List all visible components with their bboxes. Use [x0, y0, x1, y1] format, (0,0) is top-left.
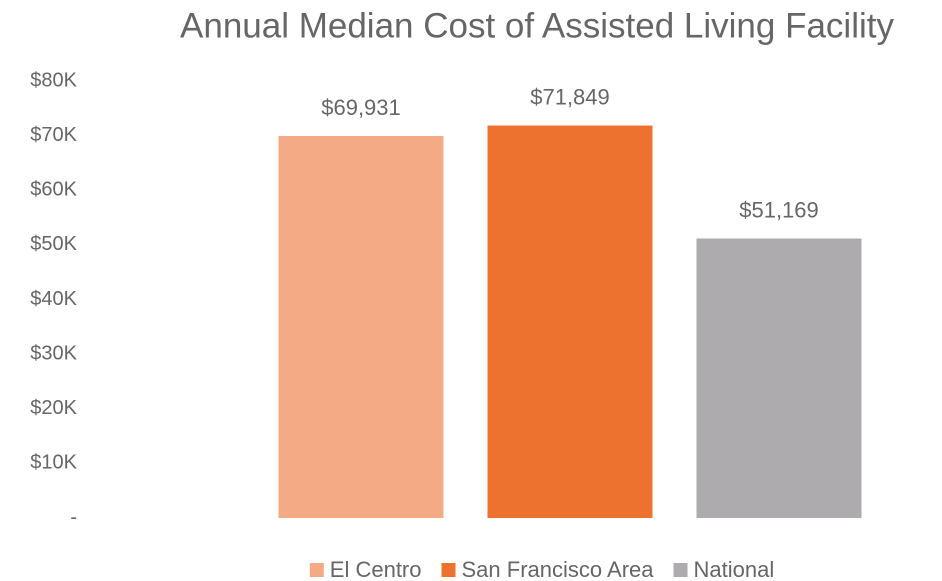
- bar: [278, 136, 444, 519]
- legend-swatch: [309, 563, 324, 577]
- chart-title: Annual Median Cost of Assisted Living Fa…: [180, 6, 894, 45]
- y-tick-label: $70K: [30, 124, 77, 146]
- value-label: $51,169: [739, 197, 819, 222]
- y-tick-label: -: [70, 506, 77, 528]
- value-label: $71,849: [530, 84, 610, 109]
- bar: [696, 238, 862, 519]
- y-tick-label: $80K: [30, 69, 77, 91]
- y-tick-label: $10K: [30, 452, 77, 474]
- y-tick-label: $60K: [30, 179, 77, 201]
- legend-label: San Francisco Area: [462, 557, 655, 581]
- legend-label: National: [693, 557, 774, 581]
- value-label: $69,931: [321, 95, 401, 120]
- bar: [487, 125, 653, 518]
- legend-swatch: [673, 563, 688, 577]
- y-tick-label: $20K: [30, 397, 77, 419]
- y-tick-label: $50K: [30, 233, 77, 255]
- y-tick-label: $30K: [30, 342, 77, 364]
- legend-label: El Centro: [330, 557, 422, 581]
- y-tick-label: $40K: [30, 288, 77, 310]
- legend-swatch: [441, 563, 456, 577]
